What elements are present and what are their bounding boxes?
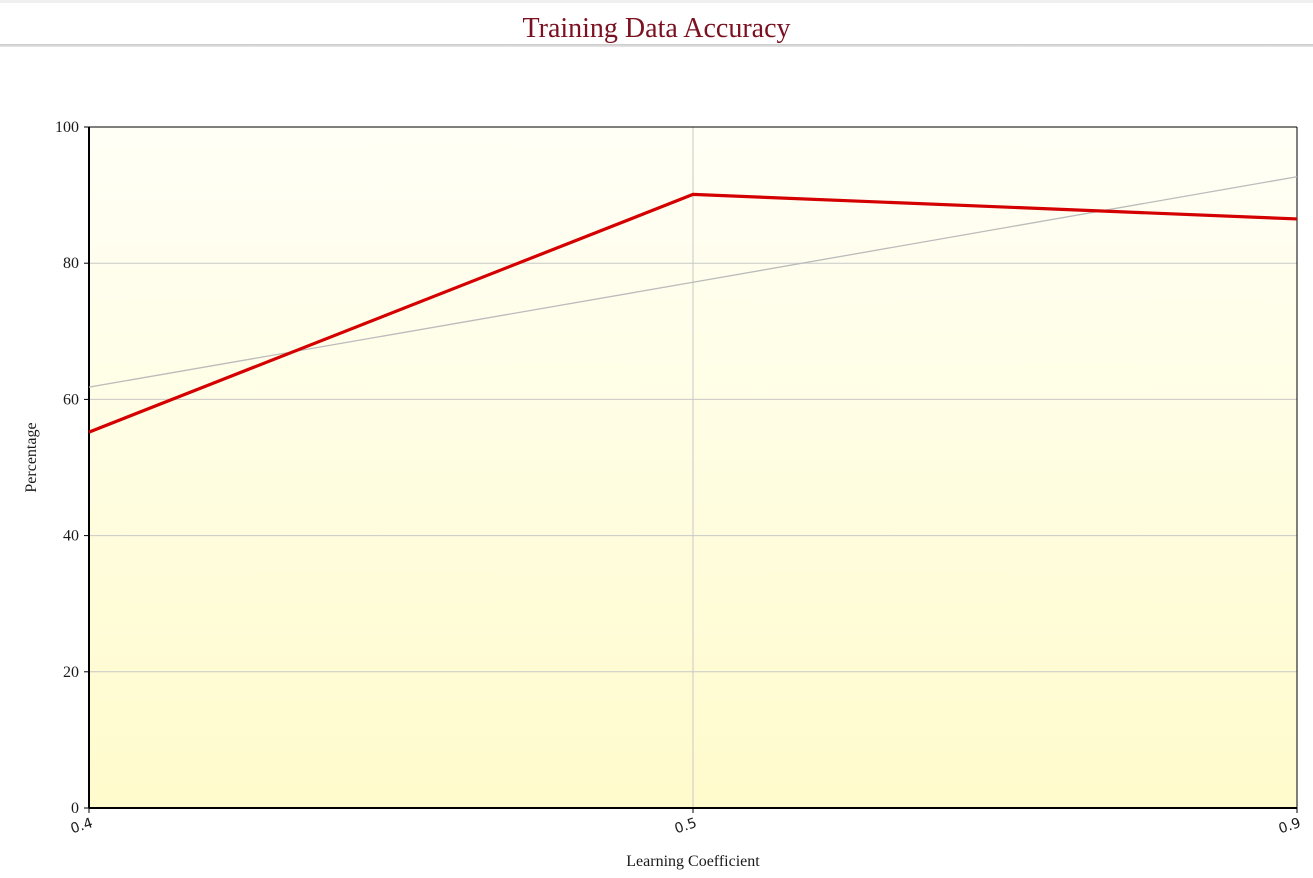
x-axis-title: Learning Coefficient	[626, 853, 760, 870]
x-tick-label: 0.9	[1277, 815, 1303, 837]
y-tick-label: 100	[55, 119, 79, 136]
header-divider	[0, 44, 1313, 47]
y-tick-label: 80	[63, 255, 79, 272]
chart-title: Training Data Accuracy	[522, 13, 791, 44]
series-line	[88, 192, 1298, 434]
y-tick-label: 40	[63, 528, 79, 545]
x-tick-label: 0.4	[69, 815, 95, 837]
y-tick-label: 20	[63, 664, 79, 681]
chart-header	[0, 0, 1313, 45]
x-tick-label: 0.5	[673, 815, 699, 837]
y-axis-title: Percentage	[23, 422, 40, 492]
y-tick-label: 0	[71, 800, 79, 817]
y-tick-label: 60	[63, 391, 79, 408]
